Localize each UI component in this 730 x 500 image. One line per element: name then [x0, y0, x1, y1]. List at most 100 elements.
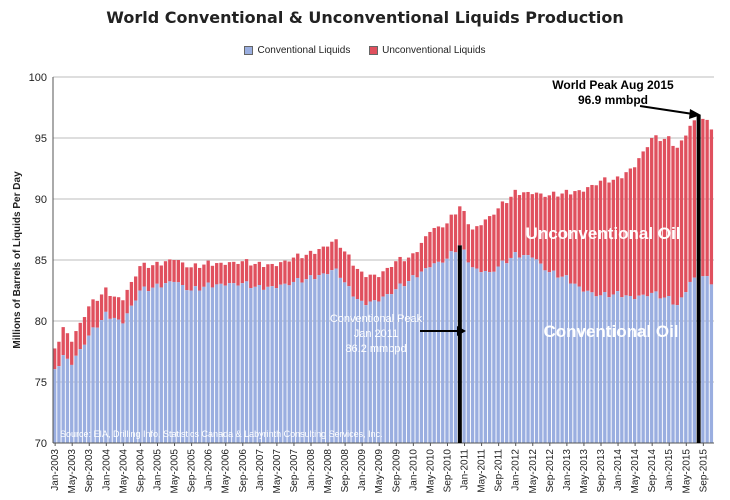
- bar-conventional: [556, 277, 560, 443]
- x-tick-label: Sep-2014: [647, 449, 658, 493]
- bar-conventional: [432, 263, 436, 443]
- world-peak-arrow: [639, 105, 694, 115]
- bar-conventional: [483, 270, 488, 443]
- bar-conventional: [598, 295, 603, 443]
- bar-conventional: [270, 286, 274, 443]
- conventional-peak-label: Jan 2011: [354, 328, 398, 340]
- x-tick-label: Sep-2008: [340, 449, 351, 493]
- bar-unconventional: [637, 158, 641, 296]
- bar-conventional: [475, 268, 479, 443]
- bar-conventional: [95, 327, 99, 443]
- bar-unconventional: [620, 178, 624, 298]
- x-tick-label: Sep-2006: [238, 449, 249, 493]
- bar-conventional: [193, 286, 198, 443]
- bar-unconventional: [249, 265, 253, 289]
- bar-conventional: [509, 257, 513, 443]
- bar-unconventional: [104, 287, 108, 312]
- x-tick-label: Jan-2003: [50, 449, 61, 491]
- bar-unconventional: [287, 261, 291, 286]
- bar-conventional: [603, 292, 607, 443]
- bar-unconventional: [125, 289, 129, 314]
- x-tick-label: May-2015: [681, 449, 692, 494]
- x-tick-label: Jan-2014: [613, 449, 624, 491]
- bar-conventional: [564, 275, 569, 443]
- bar-conventional: [394, 289, 398, 443]
- bar-conventional: [172, 281, 176, 443]
- bar-unconventional: [590, 184, 594, 293]
- bar-unconventional: [308, 250, 313, 276]
- bar-unconventional: [564, 189, 569, 276]
- bar-conventional: [632, 299, 637, 443]
- bar-conventional: [381, 296, 385, 443]
- y-tick-label: 80: [35, 316, 47, 328]
- bar-conventional: [99, 320, 104, 443]
- bar-unconventional: [701, 118, 705, 277]
- bar-unconventional: [360, 271, 364, 301]
- bar-unconventional: [692, 120, 697, 278]
- bar-unconventional: [509, 196, 513, 258]
- bar-conventional: [159, 287, 163, 443]
- bar-conventional: [261, 289, 266, 443]
- bar-conventional: [185, 290, 189, 443]
- bar-conventional: [441, 262, 445, 443]
- y-tick-label: 85: [35, 255, 47, 267]
- bar-unconventional: [394, 261, 398, 290]
- bar-conventional: [543, 270, 547, 443]
- bar-conventional: [675, 305, 679, 443]
- x-tick-label: May-2003: [67, 449, 78, 494]
- bar-unconventional: [560, 193, 564, 277]
- bar-conventional: [620, 297, 624, 443]
- bar-unconventional: [176, 260, 180, 283]
- bar-conventional: [360, 300, 364, 443]
- bar-conventional: [317, 275, 321, 443]
- bar-conventional: [492, 271, 496, 443]
- bar-conventional: [266, 286, 270, 443]
- bar-conventional: [573, 283, 577, 443]
- y-tick-label: 90: [35, 194, 47, 206]
- bar-unconventional: [406, 257, 411, 282]
- bar-unconventional: [671, 145, 675, 305]
- bar-conventional: [180, 285, 185, 443]
- bar-unconventional: [432, 227, 436, 264]
- x-tick-label: May-2012: [528, 449, 539, 494]
- bar-conventional: [249, 288, 253, 443]
- bar-unconventional: [679, 140, 684, 298]
- bar-conventional: [411, 275, 415, 443]
- bar-conventional: [151, 287, 155, 443]
- x-tick-label: May-2011: [477, 449, 488, 493]
- bar-conventional: [500, 260, 505, 443]
- x-tick-label: May-2014: [630, 449, 641, 494]
- bar-unconventional: [603, 177, 607, 293]
- bar-unconventional: [688, 125, 692, 282]
- bar-conventional: [334, 268, 338, 443]
- x-tick-label: May-2005: [170, 449, 181, 494]
- bar-unconventional: [428, 231, 432, 268]
- bar-unconventional: [108, 295, 112, 319]
- bar-unconventional: [129, 281, 134, 306]
- bar-unconventional: [479, 225, 483, 273]
- bar-unconventional: [172, 260, 176, 282]
- legend-swatch-conventional: [244, 45, 254, 55]
- bar-conventional: [70, 364, 74, 443]
- bar-unconventional: [61, 327, 65, 356]
- bar-conventional: [330, 270, 334, 443]
- bar-conventional: [372, 300, 377, 443]
- bar-unconventional: [424, 236, 428, 269]
- bar-conventional: [87, 335, 91, 443]
- x-tick-label: May-2006: [221, 449, 232, 494]
- bar-unconventional: [411, 253, 415, 276]
- bar-unconventional: [334, 239, 338, 269]
- bar-conventional: [142, 286, 146, 443]
- bar-unconventional: [709, 129, 714, 285]
- bar-conventional: [134, 300, 138, 443]
- x-tick-label: Sep-2004: [135, 449, 146, 493]
- bar-unconventional: [398, 256, 402, 284]
- x-tick-label: Sep-2010: [442, 449, 453, 493]
- bar-conventional: [53, 369, 57, 443]
- bar-conventional: [398, 283, 402, 443]
- bar-unconventional: [569, 194, 573, 284]
- bar-conventional: [61, 355, 65, 443]
- bar-unconventional: [500, 201, 505, 261]
- bar-conventional: [526, 255, 530, 443]
- legend-swatch-unconventional: [369, 45, 379, 55]
